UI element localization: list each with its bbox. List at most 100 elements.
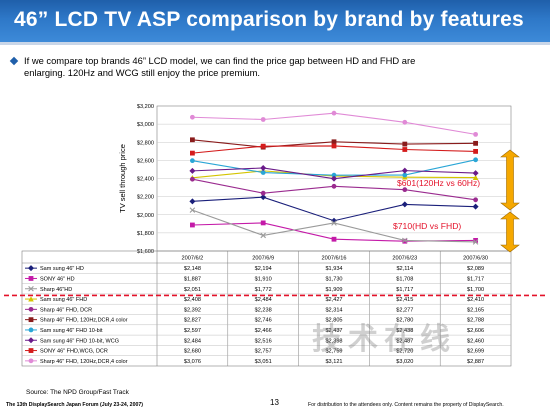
legend-marker [28,306,34,312]
data-point [260,232,266,239]
source-note: Source: The NPD Group/Fast Track [26,389,129,396]
data-point [189,174,196,181]
table-cell: $2,606 [467,328,484,334]
table-cell: $2,148 [184,266,201,272]
data-point [260,194,267,201]
table-cell: $2,887 [467,359,484,365]
table-cell: $2,699 [467,349,484,355]
data-point [402,187,408,193]
table-cell: $2,392 [184,307,201,313]
table-cell: $1,772 [255,287,272,293]
table-cell: $1,717 [467,276,484,282]
legend-series-name: SONY 46" FHD,WCG, DCR [40,349,108,355]
data-point [331,220,337,226]
table-cell: $2,314 [325,307,342,313]
footer-disclaimer: For distribution to the attendees only. … [308,402,504,408]
table-cell: $2,680 [184,349,201,355]
data-point [402,119,408,125]
table-cell: $2,484 [184,338,201,344]
series-line [192,112,476,135]
table-cell: $2,415 [396,297,413,303]
data-point [260,170,266,175]
series-line [192,196,476,222]
data-point [190,158,195,164]
table-cell: $1,909 [325,287,342,293]
table-cell: $2,757 [255,349,272,355]
table-cell: $2,410 [467,297,484,303]
table-cell: $3,020 [396,359,413,365]
table-cell: $2,466 [255,328,272,334]
x-category-label: 2007/6/2 [182,255,204,261]
legend-series-name: Sharp 46" FHD, DCR [40,307,92,313]
table-cell: $1,730 [325,276,342,282]
price-gap-arrow-icon [500,211,520,253]
x-category-label: 2007/6/30 [463,255,488,261]
legend-series-name: SONY 46" HD [40,276,75,282]
data-point [473,149,478,154]
table-cell: $2,051 [184,287,201,293]
y-axis-title: TV sell through price [118,144,127,213]
data-point [473,140,478,146]
x-category-label: 2007/6/9 [252,255,274,261]
table-cell: $2,194 [255,266,272,272]
table-cell: $1,887 [184,276,201,282]
data-point [190,137,195,143]
data-point [260,168,266,174]
legend-marker [28,337,34,344]
table-cell: $3,076 [184,359,201,365]
data-point [473,237,478,243]
legend-series-name: Sam sung 46" FHD 10-bit, WCG [40,338,119,344]
series-line [192,222,476,242]
data-point [402,174,408,180]
data-point [473,157,478,163]
legend-marker [28,358,34,364]
y-tick-label: $2,000 [137,213,154,219]
y-tick-label: $2,400 [137,177,154,183]
legend-marker [28,348,34,353]
data-point [260,144,266,150]
series-line [192,178,476,201]
data-point [260,190,266,196]
data-point [331,110,337,116]
legend-marker [28,327,34,333]
data-point [260,220,266,226]
title-divider [0,42,550,45]
table-cell: $1,700 [467,287,484,293]
data-point [331,175,337,182]
data-point [331,217,337,224]
data-point [401,201,408,208]
x-category-label: 2007/6/23 [392,255,417,261]
table-cell: $2,484 [255,297,272,303]
data-point [190,114,195,120]
data-point [260,143,266,149]
series-line [192,167,476,180]
series-line [192,139,476,148]
data-point [189,167,196,174]
data-point [189,207,196,213]
table-cell: $1,717 [396,287,413,293]
data-point [402,147,408,152]
data-point [472,203,479,210]
table-cell: $2,165 [467,307,484,313]
y-tick-label: $1,800 [137,231,154,237]
table-cell: $1,708 [396,276,413,282]
table-cell: $2,408 [184,297,201,303]
series-line [192,170,476,179]
series-line [192,159,476,176]
data-point [190,150,195,156]
data-point [190,176,195,182]
table-cell: $2,597 [184,328,201,334]
legend-marker [28,296,34,302]
legend-series-name: Sam sung 46" HD [40,266,84,272]
data-point [402,238,408,244]
y-tick-label: $2,600 [137,158,154,164]
table-cell: $2,238 [255,307,272,313]
legend-series-name: Sharp 46" FHD, 120Hz,DCR,4 color [40,359,128,365]
table-cell: $2,277 [396,307,413,313]
data-point [472,170,479,177]
page-number: 13 [270,398,279,407]
data-point [331,143,337,149]
title-bar: 46” LCD TV ASP comparison by brand by fe… [0,0,550,42]
legend-series-name: Sam sung 46" FHD [40,297,87,303]
annotation-120hz: $601(120Hz vs 60Hz) [397,178,480,188]
